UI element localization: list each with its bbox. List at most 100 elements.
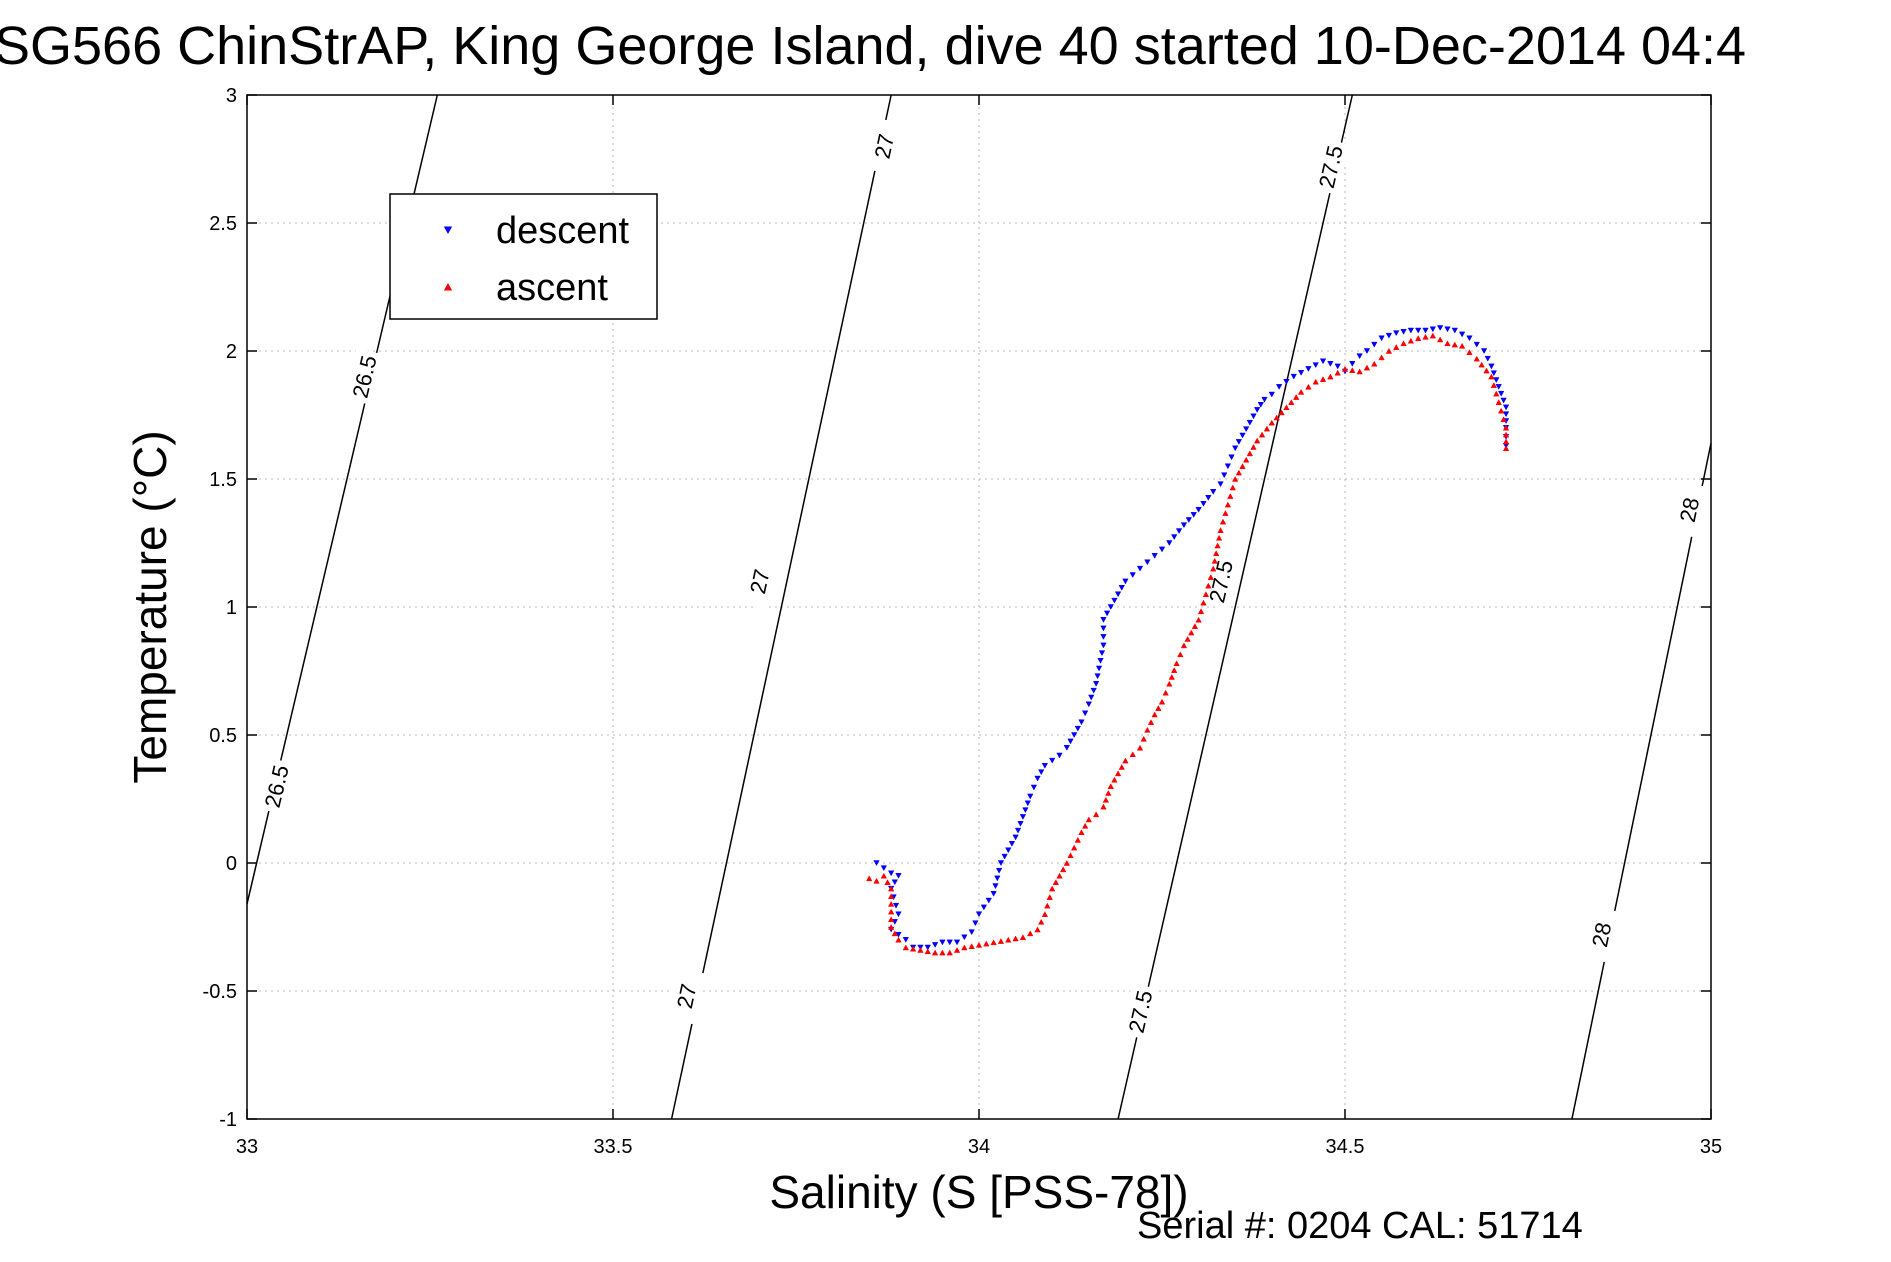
descent-point bbox=[1349, 361, 1356, 367]
ascent-point bbox=[1239, 463, 1246, 469]
descent-point bbox=[1067, 738, 1074, 745]
ascent-point bbox=[1067, 852, 1074, 859]
ascent-point bbox=[1166, 680, 1173, 687]
ascent-point bbox=[1129, 751, 1136, 757]
ascent-point bbox=[1202, 591, 1210, 597]
descent-point bbox=[1356, 353, 1363, 360]
descent-point bbox=[1190, 512, 1197, 518]
ascent-point bbox=[1278, 409, 1285, 416]
descent-point bbox=[1122, 578, 1129, 585]
ascent-point bbox=[1180, 642, 1188, 649]
descent-point bbox=[1088, 694, 1095, 701]
descent-point bbox=[1268, 391, 1275, 398]
ascent-point bbox=[1210, 565, 1217, 572]
ascent-point bbox=[1258, 431, 1266, 438]
ascent-point bbox=[887, 893, 895, 900]
ascent-point bbox=[1027, 930, 1034, 937]
descent-point bbox=[1400, 329, 1407, 335]
y-tick-label: -1 bbox=[219, 1109, 237, 1131]
ascent-point bbox=[1044, 902, 1051, 909]
descent-point bbox=[1100, 617, 1107, 623]
ascent-point bbox=[1046, 894, 1053, 900]
descent-point bbox=[1094, 673, 1101, 680]
ascent-point bbox=[895, 936, 902, 943]
descent-point bbox=[1049, 757, 1056, 764]
descent-point bbox=[1107, 604, 1114, 611]
y-tick-label: 1.5 bbox=[209, 469, 237, 491]
descent-point bbox=[1224, 463, 1232, 470]
descent-point bbox=[1473, 341, 1480, 348]
axis-ticks: 33 33.5 34 34.5 35 -1 -0.5 0 0.5 1 1.5 2 2.5 3 bbox=[203, 85, 1723, 1158]
descent-point bbox=[1243, 426, 1250, 433]
descent-point bbox=[1290, 373, 1297, 380]
descent-point bbox=[1027, 793, 1034, 800]
ascent-point bbox=[997, 938, 1005, 944]
descent-point bbox=[1185, 517, 1193, 523]
ascent-point bbox=[917, 947, 924, 953]
descent-point bbox=[1415, 327, 1422, 334]
y-tick-label: 3 bbox=[226, 85, 237, 107]
ascent-point bbox=[953, 947, 961, 953]
descent-point bbox=[1283, 378, 1290, 385]
descent-point bbox=[1210, 489, 1217, 495]
ascent-point bbox=[1478, 361, 1485, 368]
ascent-point bbox=[1490, 382, 1498, 388]
ascent-point bbox=[1429, 332, 1437, 339]
ascent-point bbox=[887, 885, 895, 892]
legend-label-ascent: ascent bbox=[496, 267, 608, 309]
ascent-point bbox=[1502, 424, 1510, 431]
descent-point bbox=[975, 911, 983, 918]
descent-point bbox=[1319, 358, 1327, 365]
ascent-point bbox=[891, 930, 898, 937]
ascent-point bbox=[1502, 445, 1510, 452]
ascent-point bbox=[1243, 456, 1250, 463]
ascent-point bbox=[1005, 936, 1012, 943]
descent-point bbox=[1205, 495, 1212, 501]
descent-point bbox=[1038, 769, 1045, 776]
ascent-point bbox=[1052, 879, 1060, 885]
ascent-point bbox=[1200, 599, 1207, 606]
legend-marker-ascent bbox=[443, 282, 453, 291]
descent-point bbox=[1363, 348, 1371, 355]
descent-point bbox=[994, 875, 1001, 882]
contour-label-bg bbox=[864, 117, 903, 175]
descent-point bbox=[1393, 330, 1400, 337]
descent-point bbox=[892, 902, 900, 909]
ascent-point bbox=[1222, 510, 1229, 516]
descent-point bbox=[1063, 745, 1071, 751]
contour-label-bg bbox=[1582, 906, 1621, 963]
descent-point bbox=[1005, 847, 1012, 854]
x-tick-label: 33 bbox=[236, 1136, 258, 1158]
ascent-point bbox=[1219, 518, 1227, 525]
ascent-point bbox=[1122, 757, 1129, 764]
descent-point bbox=[1327, 361, 1334, 367]
ascent-point bbox=[1436, 336, 1444, 343]
ascent-point bbox=[931, 949, 939, 956]
descent-point bbox=[873, 860, 880, 867]
ascent-point bbox=[1074, 836, 1081, 843]
descent-point bbox=[1502, 404, 1510, 411]
legend-label-descent: descent bbox=[496, 210, 630, 252]
ascent-point bbox=[990, 939, 997, 946]
ascent-point bbox=[1451, 341, 1458, 348]
ascent-point bbox=[1497, 407, 1505, 414]
ascent-point bbox=[1060, 866, 1067, 873]
descent-point bbox=[1239, 432, 1246, 439]
descent-point bbox=[1098, 650, 1106, 657]
descent-point bbox=[1085, 701, 1092, 708]
descent-point bbox=[1422, 327, 1429, 334]
x-tick-label: 34.5 bbox=[1326, 1136, 1365, 1158]
ascent-point bbox=[1263, 425, 1271, 432]
descent-point bbox=[985, 897, 992, 904]
ascent-point bbox=[1144, 726, 1151, 733]
ascent-point bbox=[1393, 344, 1400, 350]
descent-point bbox=[1217, 481, 1224, 488]
descent-point bbox=[1024, 800, 1031, 807]
ascent-point bbox=[1217, 527, 1224, 533]
legend-markers bbox=[443, 226, 453, 291]
descent-point bbox=[1235, 439, 1243, 445]
ascent-point bbox=[1118, 763, 1125, 770]
descent-point bbox=[1232, 445, 1239, 452]
ascent-point bbox=[1100, 803, 1107, 810]
